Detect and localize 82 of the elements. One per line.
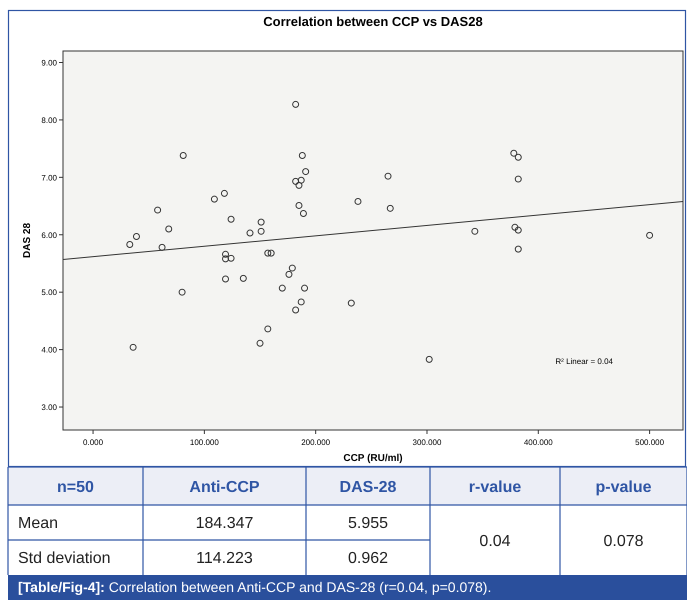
point bbox=[285, 270, 292, 278]
point bbox=[246, 230, 254, 237]
point bbox=[165, 226, 172, 232]
text: Correlation between Anti-CCP and DAS-28 (r=0.04, p=0.078). bbox=[104, 579, 492, 595]
y-tick-label: 6.00 bbox=[41, 230, 58, 240]
x-tick-label: 500.000 bbox=[635, 438, 665, 447]
text: Std deviation bbox=[18, 550, 111, 567]
point bbox=[180, 152, 187, 159]
point bbox=[268, 250, 275, 257]
point bbox=[510, 150, 518, 157]
annotation: R² Linear = 0.04 bbox=[555, 357, 614, 366]
x-tick-label: 100.000 bbox=[190, 438, 220, 447]
text: 5.955 bbox=[348, 515, 388, 532]
text: 0.078 bbox=[603, 533, 644, 550]
point bbox=[256, 340, 264, 347]
point bbox=[302, 168, 310, 176]
point bbox=[292, 178, 300, 185]
point bbox=[426, 356, 433, 363]
x-tick-label: 0.000 bbox=[83, 438, 104, 447]
point bbox=[301, 284, 308, 292]
x-axis-title: CCP (RU/ml) bbox=[343, 453, 403, 464]
point bbox=[240, 274, 247, 282]
point bbox=[514, 154, 522, 161]
point bbox=[278, 284, 286, 292]
point bbox=[514, 246, 522, 253]
text: 184.347 bbox=[196, 515, 254, 532]
point bbox=[258, 228, 265, 235]
point bbox=[292, 100, 300, 108]
text: r-value bbox=[468, 479, 522, 496]
point bbox=[292, 306, 300, 314]
point bbox=[178, 288, 186, 296]
point bbox=[514, 226, 522, 234]
point bbox=[130, 344, 137, 351]
text: p-value bbox=[595, 479, 652, 496]
y-tick-label: 5.00 bbox=[41, 288, 58, 298]
point bbox=[348, 300, 355, 307]
point bbox=[384, 172, 392, 180]
y-tick-label: 9.00 bbox=[41, 58, 58, 68]
text: 114.223 bbox=[196, 550, 253, 567]
x-tick-label: 300.000 bbox=[412, 438, 442, 447]
point bbox=[222, 250, 229, 258]
point bbox=[228, 254, 235, 262]
y-tick-label: 7.00 bbox=[41, 173, 58, 182]
point bbox=[471, 228, 478, 235]
y-tick-label: 4.00 bbox=[41, 346, 58, 355]
point bbox=[511, 224, 518, 231]
point bbox=[264, 250, 272, 257]
text: n=50 bbox=[57, 479, 94, 496]
point bbox=[288, 264, 296, 272]
point bbox=[158, 244, 166, 251]
point bbox=[298, 298, 305, 306]
text: Mean bbox=[18, 515, 58, 532]
point bbox=[210, 196, 218, 203]
point bbox=[514, 176, 522, 183]
point bbox=[154, 206, 162, 214]
text: [Table/Fig-4]: bbox=[18, 579, 105, 595]
point bbox=[222, 275, 229, 282]
point bbox=[295, 202, 302, 209]
text: 0.04 bbox=[479, 533, 511, 550]
point bbox=[354, 198, 362, 205]
point bbox=[220, 190, 228, 197]
point bbox=[132, 233, 140, 240]
y-tick-label: 3.00 bbox=[41, 403, 58, 412]
point bbox=[386, 204, 394, 212]
point bbox=[295, 182, 302, 189]
point bbox=[300, 210, 307, 217]
point bbox=[258, 218, 265, 226]
point bbox=[298, 152, 306, 159]
point bbox=[222, 255, 229, 262]
x-tick-label: 400.000 bbox=[524, 438, 554, 447]
x-tick-label: 200.000 bbox=[301, 438, 331, 447]
point bbox=[228, 216, 235, 223]
y-tick-label: 8.00 bbox=[41, 116, 58, 125]
text: 0.962 bbox=[348, 550, 388, 567]
y-axis-title: DAS 28 bbox=[22, 222, 33, 258]
chart-title: Correlation between CCP vs DAS28 bbox=[263, 14, 483, 29]
point bbox=[126, 241, 134, 248]
text: DAS-28 bbox=[340, 479, 397, 496]
point bbox=[264, 325, 272, 332]
text: Anti-CCP bbox=[189, 479, 260, 496]
point bbox=[298, 176, 305, 184]
point bbox=[646, 232, 654, 239]
